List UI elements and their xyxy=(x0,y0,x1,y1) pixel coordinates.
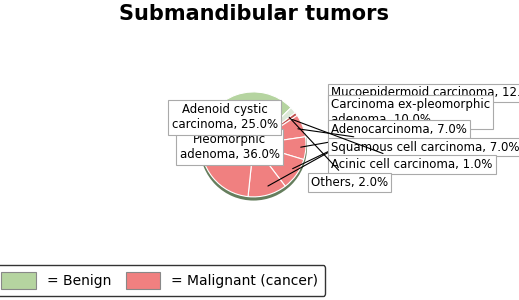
Wedge shape xyxy=(201,92,291,144)
Wedge shape xyxy=(253,144,304,186)
Text: Pleomorphic
adenoma, 36.0%: Pleomorphic adenoma, 36.0% xyxy=(180,133,280,161)
Wedge shape xyxy=(200,94,307,201)
Wedge shape xyxy=(253,116,305,144)
Text: Mucoepidermoid carcinoma, 12.0%: Mucoepidermoid carcinoma, 12.0% xyxy=(268,86,519,186)
Text: Acinic cell carcinoma, 1.0%: Acinic cell carcinoma, 1.0% xyxy=(293,119,493,171)
Wedge shape xyxy=(248,144,285,197)
Legend: = Benign, = Malignant (cancer): = Benign, = Malignant (cancer) xyxy=(0,265,325,296)
Text: Adenocarcinoma, 7.0%: Adenocarcinoma, 7.0% xyxy=(301,123,467,147)
Wedge shape xyxy=(253,137,306,160)
Text: Adenoid cystic
carcinoma, 25.0%: Adenoid cystic carcinoma, 25.0% xyxy=(172,103,278,131)
Text: Carcinoma ex-pleomorphic
adenoma, 10.0%: Carcinoma ex-pleomorphic adenoma, 10.0% xyxy=(293,98,490,169)
Text: Others, 2.0%: Others, 2.0% xyxy=(289,117,388,189)
Wedge shape xyxy=(253,113,297,144)
Text: Squamous cell carcinoma, 7.0%: Squamous cell carcinoma, 7.0% xyxy=(298,129,519,154)
Wedge shape xyxy=(253,108,295,144)
Wedge shape xyxy=(201,139,253,196)
Title: Submandibular tumors: Submandibular tumors xyxy=(118,4,389,24)
